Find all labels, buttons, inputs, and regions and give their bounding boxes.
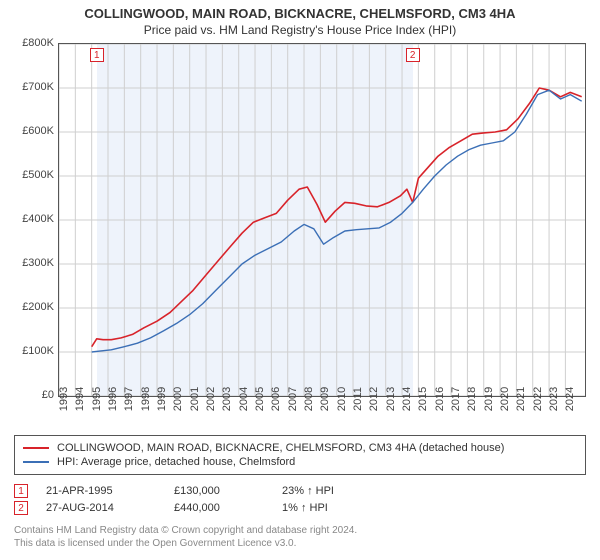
y-tick-label: £100K bbox=[22, 345, 54, 357]
x-tick-label: 2020 bbox=[499, 387, 511, 411]
y-tick-label: £500K bbox=[22, 169, 54, 181]
y-tick-label: £0 bbox=[42, 389, 54, 401]
x-tick-label: 1993 bbox=[58, 387, 70, 411]
x-tick-label: 2008 bbox=[303, 387, 315, 411]
x-tick-label: 2000 bbox=[172, 387, 184, 411]
y-tick-label: £800K bbox=[22, 37, 54, 49]
x-tick-label: 2024 bbox=[564, 387, 576, 411]
chart-title-main: COLLINGWOOD, MAIN ROAD, BICKNACRE, CHELM… bbox=[14, 6, 586, 21]
event-row: 2 27-AUG-2014 £440,000 1% ↑ HPI bbox=[14, 501, 586, 515]
x-tick-label: 2023 bbox=[548, 387, 560, 411]
legend-item: COLLINGWOOD, MAIN ROAD, BICKNACRE, CHELM… bbox=[23, 442, 577, 454]
x-tick-label: 1999 bbox=[156, 387, 168, 411]
chart-title-sub: Price paid vs. HM Land Registry's House … bbox=[14, 23, 586, 37]
x-tick-label: 2003 bbox=[221, 387, 233, 411]
event-hpi: 1% ↑ HPI bbox=[282, 502, 328, 514]
x-tick-label: 2001 bbox=[189, 387, 201, 411]
event-hpi: 23% ↑ HPI bbox=[282, 485, 334, 497]
y-axis: £0£100K£200K£300K£400K£500K£600K£700K£80… bbox=[14, 43, 58, 397]
footer: Contains HM Land Registry data © Crown c… bbox=[14, 524, 586, 550]
footer-line-2: This data is licensed under the Open Gov… bbox=[14, 537, 586, 550]
x-tick-label: 2013 bbox=[385, 387, 397, 411]
plot-area: 12 bbox=[58, 43, 586, 397]
x-tick-label: 2007 bbox=[287, 387, 299, 411]
event-marker: 2 bbox=[14, 501, 28, 515]
x-tick-label: 2004 bbox=[238, 387, 250, 411]
x-tick-label: 2018 bbox=[466, 387, 478, 411]
x-tick-label: 2016 bbox=[434, 387, 446, 411]
x-tick-label: 2019 bbox=[483, 387, 495, 411]
y-tick-label: £200K bbox=[22, 301, 54, 313]
chart-marker: 2 bbox=[406, 48, 420, 62]
legend-swatch bbox=[23, 461, 49, 463]
x-tick-label: 1995 bbox=[91, 387, 103, 411]
y-tick-label: £300K bbox=[22, 257, 54, 269]
x-tick-label: 2015 bbox=[417, 387, 429, 411]
y-tick-label: £400K bbox=[22, 213, 54, 225]
x-axis: 1993199419951996199719981999200020012002… bbox=[58, 397, 586, 431]
chart-marker: 1 bbox=[90, 48, 104, 62]
event-date: 27-AUG-2014 bbox=[46, 502, 156, 514]
legend-swatch bbox=[23, 447, 49, 449]
event-row: 1 21-APR-1995 £130,000 23% ↑ HPI bbox=[14, 484, 586, 498]
footer-line-1: Contains HM Land Registry data © Crown c… bbox=[14, 524, 586, 537]
legend: COLLINGWOOD, MAIN ROAD, BICKNACRE, CHELM… bbox=[14, 435, 586, 475]
x-tick-label: 2010 bbox=[336, 387, 348, 411]
legend-item: HPI: Average price, detached house, Chel… bbox=[23, 456, 577, 468]
x-tick-label: 2017 bbox=[450, 387, 462, 411]
x-tick-label: 1996 bbox=[107, 387, 119, 411]
event-date: 21-APR-1995 bbox=[46, 485, 156, 497]
legend-label: COLLINGWOOD, MAIN ROAD, BICKNACRE, CHELM… bbox=[57, 442, 504, 454]
x-tick-label: 2012 bbox=[368, 387, 380, 411]
x-tick-label: 2005 bbox=[254, 387, 266, 411]
x-tick-label: 2009 bbox=[319, 387, 331, 411]
x-tick-label: 2002 bbox=[205, 387, 217, 411]
event-list: 1 21-APR-1995 £130,000 23% ↑ HPI 2 27-AUG-201… bbox=[14, 481, 586, 518]
y-tick-label: £600K bbox=[22, 125, 54, 137]
x-tick-label: 1997 bbox=[123, 387, 135, 411]
x-tick-label: 1994 bbox=[74, 387, 86, 411]
x-tick-label: 2011 bbox=[352, 387, 364, 411]
x-tick-label: 2022 bbox=[532, 387, 544, 411]
chart-titles: COLLINGWOOD, MAIN ROAD, BICKNACRE, CHELM… bbox=[14, 6, 586, 43]
x-tick-label: 2006 bbox=[270, 387, 282, 411]
x-tick-label: 1998 bbox=[140, 387, 152, 411]
event-marker: 1 bbox=[14, 484, 28, 498]
y-tick-label: £700K bbox=[22, 81, 54, 93]
event-price: £130,000 bbox=[174, 485, 264, 497]
legend-label: HPI: Average price, detached house, Chel… bbox=[57, 456, 295, 468]
x-tick-label: 2014 bbox=[401, 387, 413, 411]
event-price: £440,000 bbox=[174, 502, 264, 514]
x-tick-label: 2021 bbox=[515, 387, 527, 411]
